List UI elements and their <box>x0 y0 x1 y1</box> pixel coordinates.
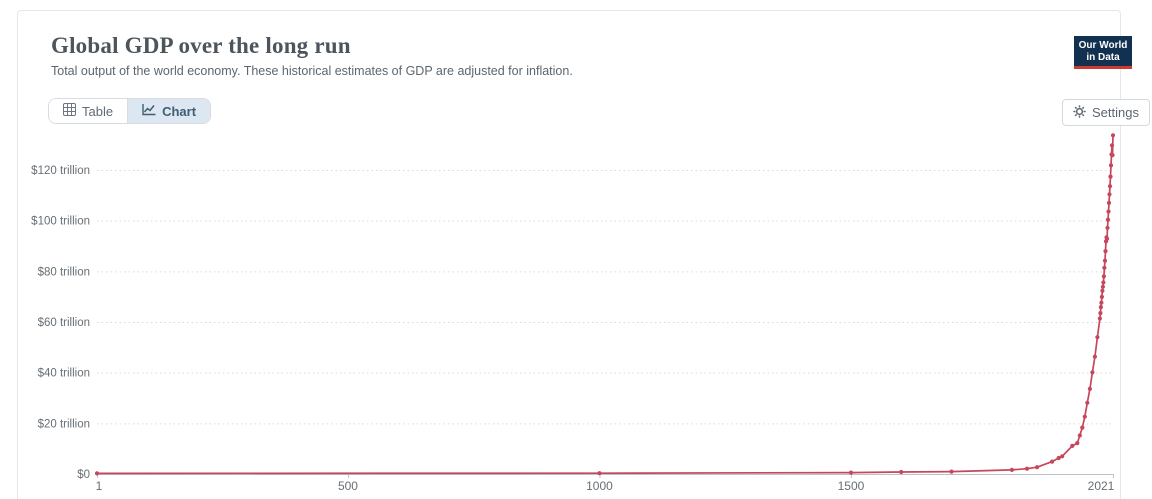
page-title: Global GDP over the long run <box>51 33 351 58</box>
data-point-marker <box>1110 133 1116 138</box>
data-point-marker <box>1101 274 1106 279</box>
data-point-marker <box>1107 192 1112 197</box>
data-point-marker <box>1108 174 1113 179</box>
data-point-marker <box>1056 455 1061 461</box>
data-point-marker <box>1101 280 1106 285</box>
data-point-marker <box>1050 459 1055 464</box>
gdp-line-series[interactable] <box>96 135 1114 475</box>
data-point-marker <box>1035 465 1040 470</box>
y-axis-tick-label: $40 trillion <box>38 368 90 380</box>
x-axis-tick-label: 1500 <box>838 479 865 493</box>
x-axis-tick-label: 2021 <box>1088 479 1115 493</box>
data-point-marker <box>1009 467 1015 472</box>
data-point-marker <box>1106 200 1112 205</box>
tab-chart[interactable]: Chart <box>127 99 211 123</box>
data-point-marker <box>1108 163 1114 168</box>
y-axis-tick-label: $60 trillion <box>38 317 90 329</box>
data-point-marker <box>1102 265 1107 270</box>
y-axis-tick-label: $100 trillion <box>31 216 90 228</box>
x-axis-tick-label: 1000 <box>586 479 613 493</box>
data-point-marker <box>1098 311 1103 316</box>
y-axis-tick-label: $80 trillion <box>38 266 90 278</box>
data-point-marker <box>1106 209 1111 214</box>
data-point-marker <box>1100 288 1105 293</box>
data-point-marker <box>1082 414 1087 419</box>
data-point-marker <box>1092 354 1097 359</box>
data-point-marker <box>1109 143 1115 148</box>
y-axis-tick-label: $20 trillion <box>38 418 90 430</box>
data-point-marker <box>1077 433 1082 438</box>
data-point-marker <box>1075 441 1080 446</box>
view-tab-group: Table Chart <box>48 98 212 124</box>
x-axis-tick-label: 500 <box>338 479 358 493</box>
data-point-marker <box>1087 386 1092 391</box>
tab-table[interactable]: Table <box>49 99 128 123</box>
chart-card: Global GDP over the long run Total outpu… <box>17 10 1150 499</box>
data-point-marker <box>1080 425 1085 430</box>
data-point-marker <box>1060 454 1065 459</box>
data-point-marker <box>1105 217 1111 222</box>
owid-logo-line1: Our World <box>1078 40 1128 51</box>
data-point-marker <box>1104 236 1110 241</box>
data-point-marker <box>1099 300 1104 305</box>
settings-label: Settings <box>1092 105 1139 120</box>
data-point-marker <box>1103 249 1108 254</box>
settings-button[interactable]: Settings <box>1062 99 1150 126</box>
tab-chart-label: Chart <box>162 103 197 119</box>
data-point-marker <box>94 471 100 476</box>
data-point-marker <box>1095 335 1100 340</box>
data-point-marker <box>1110 153 1115 158</box>
data-point-marker <box>1024 466 1030 471</box>
data-point-marker <box>1090 370 1095 375</box>
gear-icon <box>1073 104 1086 121</box>
data-point-marker <box>1085 400 1090 405</box>
data-point-marker <box>949 469 954 474</box>
data-point-marker <box>1102 258 1108 263</box>
line-chart-icon <box>142 103 156 119</box>
y-axis-tick-label: $120 trillion <box>31 165 90 177</box>
data-point-marker <box>597 471 602 476</box>
data-point-marker <box>1070 443 1075 448</box>
data-point-marker <box>1100 284 1105 289</box>
data-point-marker <box>1105 225 1110 230</box>
table-grid-icon <box>63 103 76 119</box>
chart-subtitle: Total output of the world economy. These… <box>51 64 573 78</box>
data-point-marker <box>1099 294 1104 299</box>
y-axis-tick-label: $0 <box>77 469 90 481</box>
data-point-marker <box>899 469 904 475</box>
owid-logo[interactable]: Our World in Data <box>1074 36 1132 69</box>
x-axis-tick-label: 1 <box>96 479 103 493</box>
owid-logo-line2: in Data <box>1086 51 1120 63</box>
data-point-marker <box>1107 184 1113 189</box>
tab-table-label: Table <box>82 103 114 119</box>
data-point-marker <box>1098 305 1103 310</box>
data-point-marker <box>1097 316 1102 321</box>
data-point-marker <box>848 470 854 475</box>
